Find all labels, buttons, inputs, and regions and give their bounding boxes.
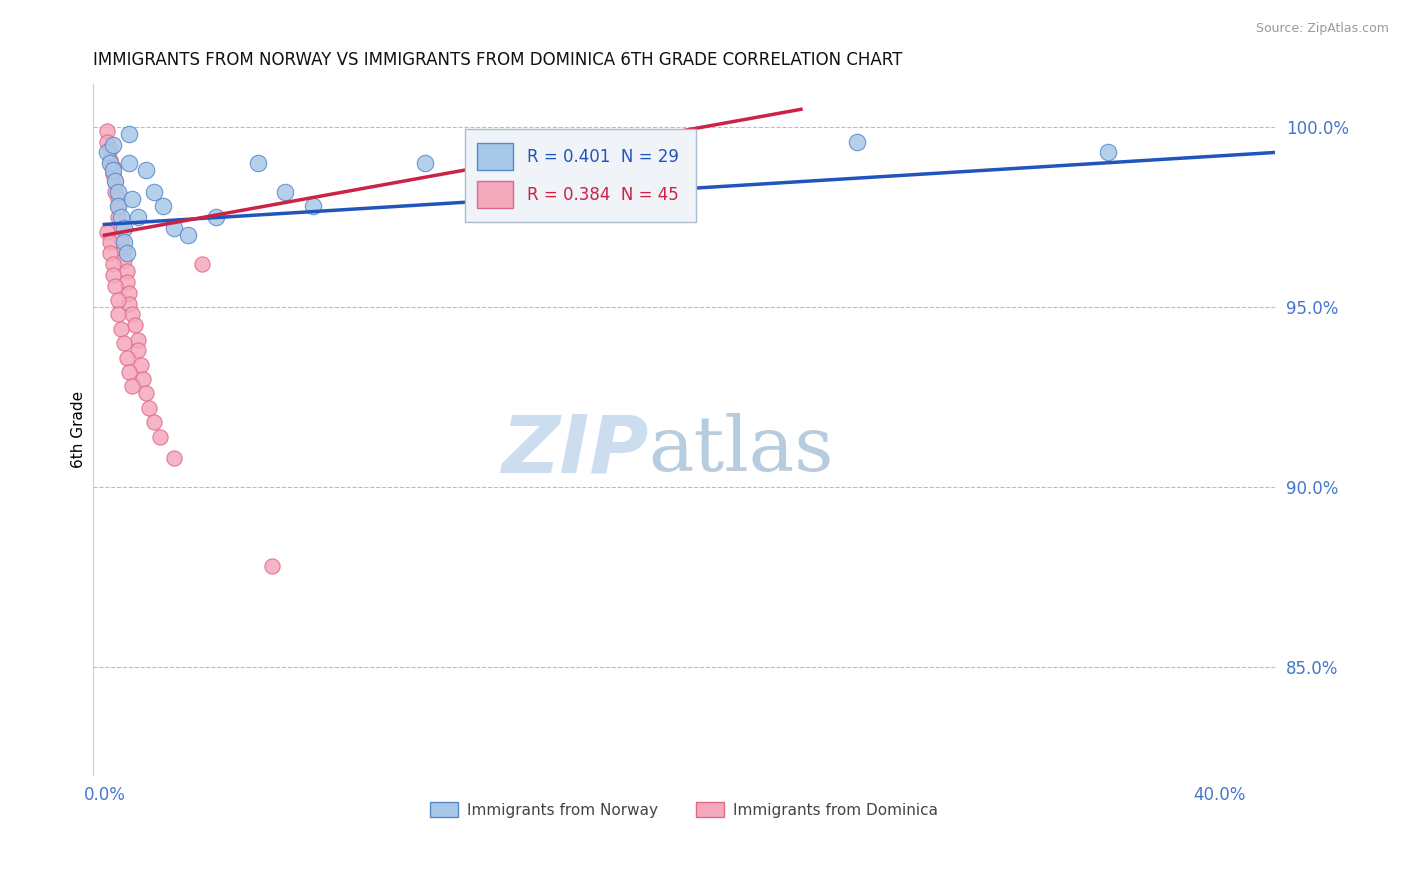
Point — [651, 149, 673, 163]
Text: ZIP: ZIP — [501, 411, 648, 489]
Point — [107, 293, 129, 307]
Text: IMMIGRANTS FROM NORWAY VS IMMIGRANTS FROM DOMINICA 6TH GRADE CORRELATION CHART: IMMIGRANTS FROM NORWAY VS IMMIGRANTS FRO… — [93, 51, 903, 69]
Point — [246, 156, 269, 170]
FancyBboxPatch shape — [477, 143, 513, 170]
Point — [107, 211, 129, 225]
Point — [121, 307, 143, 321]
Point — [107, 307, 129, 321]
Point — [110, 322, 132, 336]
Point — [132, 372, 155, 386]
Point — [112, 253, 135, 268]
Point — [127, 333, 149, 347]
Point — [135, 163, 157, 178]
Point — [129, 358, 152, 372]
Point — [110, 211, 132, 225]
Point — [98, 235, 121, 250]
Point — [204, 211, 226, 225]
Point — [124, 318, 146, 333]
Point — [107, 199, 129, 213]
Point — [127, 343, 149, 358]
FancyBboxPatch shape — [465, 129, 696, 222]
Point — [127, 211, 149, 225]
Point — [110, 221, 132, 235]
Point — [191, 257, 214, 271]
Point — [121, 192, 143, 206]
Point — [115, 264, 138, 278]
Point — [143, 185, 166, 199]
Point — [104, 278, 127, 293]
Point — [115, 246, 138, 260]
Text: R = 0.401  N = 29: R = 0.401 N = 29 — [527, 148, 679, 166]
Point — [538, 163, 561, 178]
Point — [115, 351, 138, 365]
Point — [135, 386, 157, 401]
Point — [101, 167, 124, 181]
FancyBboxPatch shape — [477, 181, 513, 209]
Point — [177, 228, 200, 243]
Point — [118, 128, 141, 142]
Point — [98, 142, 121, 156]
Point — [96, 135, 118, 149]
Point — [1097, 145, 1119, 160]
Point — [96, 124, 118, 138]
Point — [152, 199, 174, 213]
Point — [101, 257, 124, 271]
Point — [115, 275, 138, 289]
Point — [149, 430, 172, 444]
Point — [104, 174, 127, 188]
Point — [98, 153, 121, 167]
Point — [112, 243, 135, 257]
Point — [118, 156, 141, 170]
Point — [112, 221, 135, 235]
Point — [96, 145, 118, 160]
Point — [107, 192, 129, 206]
Point — [118, 365, 141, 379]
Point — [138, 401, 160, 415]
Point — [143, 415, 166, 429]
Point — [107, 185, 129, 199]
Point — [101, 163, 124, 178]
Text: R = 0.384  N = 45: R = 0.384 N = 45 — [527, 186, 679, 203]
Point — [98, 156, 121, 170]
Point — [110, 232, 132, 246]
Point — [104, 185, 127, 199]
Point — [121, 379, 143, 393]
Point — [112, 336, 135, 351]
Point — [302, 199, 325, 213]
Point — [112, 235, 135, 250]
Point — [118, 296, 141, 310]
Point — [163, 451, 186, 466]
Point — [101, 268, 124, 282]
Point — [101, 160, 124, 174]
Point — [101, 138, 124, 153]
Point — [845, 135, 868, 149]
Point — [413, 156, 436, 170]
Y-axis label: 6th Grade: 6th Grade — [72, 391, 86, 468]
Point — [107, 199, 129, 213]
Point — [118, 285, 141, 300]
Point — [274, 185, 297, 199]
Point — [98, 246, 121, 260]
Point — [104, 174, 127, 188]
Text: atlas: atlas — [648, 413, 834, 487]
Point — [260, 559, 283, 574]
Legend: Immigrants from Norway, Immigrants from Dominica: Immigrants from Norway, Immigrants from … — [425, 796, 943, 824]
Point — [96, 225, 118, 239]
Point — [163, 221, 186, 235]
Text: Source: ZipAtlas.com: Source: ZipAtlas.com — [1256, 22, 1389, 36]
